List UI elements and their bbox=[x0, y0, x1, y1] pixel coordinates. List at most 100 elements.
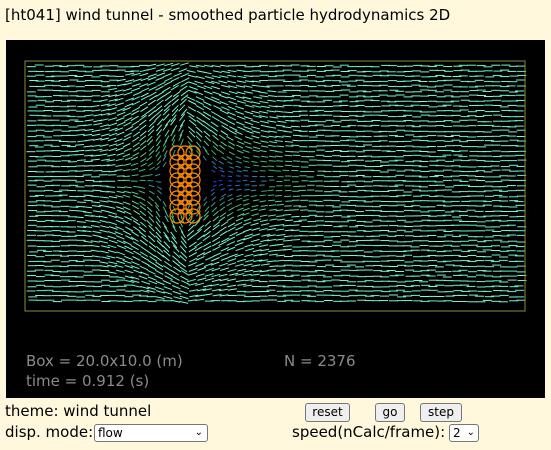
flow-line bbox=[131, 284, 141, 288]
flow-line bbox=[82, 234, 92, 237]
flow-line bbox=[139, 119, 147, 126]
flow-line bbox=[219, 294, 229, 297]
flow-line bbox=[148, 225, 155, 232]
flow-line bbox=[258, 259, 268, 262]
flow-line bbox=[236, 188, 242, 191]
flow-line bbox=[148, 73, 157, 78]
flow-line bbox=[218, 226, 227, 232]
flow-line bbox=[147, 99, 156, 106]
flow-line bbox=[219, 278, 229, 282]
flow-line bbox=[163, 231, 169, 239]
display-mode-select[interactable]: flow ⌄ bbox=[94, 424, 208, 442]
flow-line bbox=[189, 257, 198, 263]
flow-line bbox=[156, 139, 162, 147]
flow-line bbox=[116, 111, 126, 116]
flow-line bbox=[290, 125, 300, 128]
flow-line bbox=[242, 207, 250, 212]
flow-line bbox=[115, 215, 124, 220]
flow-line bbox=[178, 124, 184, 132]
flow-line bbox=[259, 110, 269, 114]
flow-field bbox=[24, 60, 527, 312]
flow-line bbox=[196, 141, 202, 148]
flow-line bbox=[291, 151, 300, 153]
flow-line bbox=[276, 234, 286, 237]
flow-line bbox=[236, 170, 242, 173]
flow-line bbox=[212, 91, 222, 96]
flow-line bbox=[124, 102, 134, 108]
flow-line bbox=[227, 194, 233, 198]
flow-line bbox=[90, 195, 100, 198]
flow-line bbox=[252, 146, 261, 150]
flow-line bbox=[202, 105, 212, 111]
obstacle-particle bbox=[169, 208, 185, 224]
flow-line bbox=[227, 226, 236, 232]
flow-line bbox=[194, 219, 201, 227]
flow-line bbox=[83, 199, 93, 202]
flow-line bbox=[237, 213, 245, 217]
flow-line bbox=[93, 122, 103, 126]
flow-line bbox=[292, 139, 301, 142]
flow-line bbox=[91, 129, 101, 133]
speed-value: 2 bbox=[453, 426, 461, 440]
flow-line bbox=[100, 137, 110, 141]
flow-line bbox=[211, 241, 221, 247]
flow-line bbox=[140, 162, 147, 167]
reset-button[interactable]: reset bbox=[305, 403, 350, 422]
flow-line bbox=[291, 144, 300, 147]
flow-line bbox=[187, 126, 196, 133]
flow-line bbox=[84, 128, 94, 132]
simulation-canvas[interactable]: Box = 20.0x10.0 (m) time = 0.912 (s) N =… bbox=[6, 40, 545, 398]
flow-line bbox=[114, 231, 124, 236]
flow-line bbox=[163, 286, 173, 291]
flow-line bbox=[298, 219, 308, 221]
flow-line bbox=[235, 226, 244, 231]
flow-line bbox=[211, 85, 221, 90]
flow-line bbox=[107, 271, 117, 274]
flow-line bbox=[170, 279, 179, 285]
flow-line bbox=[147, 63, 157, 67]
flow-line bbox=[235, 279, 245, 283]
flow-line bbox=[261, 155, 269, 158]
flow-line bbox=[107, 235, 117, 240]
flow-line bbox=[211, 65, 221, 68]
flow-line bbox=[227, 222, 236, 228]
flow-line bbox=[146, 174, 153, 177]
flow-line bbox=[162, 280, 172, 285]
flow-line bbox=[163, 80, 173, 86]
flow-line bbox=[156, 251, 165, 258]
flow-line bbox=[218, 216, 226, 222]
flow-line bbox=[83, 145, 93, 148]
box-size-readout: Box = 20.0x10.0 (m) bbox=[26, 352, 183, 370]
flow-line bbox=[188, 81, 198, 86]
flow-line bbox=[285, 200, 293, 202]
obstacle-particle bbox=[177, 172, 193, 188]
flow-line bbox=[76, 221, 86, 223]
flow-line bbox=[131, 120, 140, 126]
flow-line bbox=[157, 81, 166, 87]
flow-line bbox=[139, 130, 147, 137]
step-button[interactable]: step bbox=[420, 403, 462, 422]
flow-line bbox=[156, 99, 164, 106]
flow-line bbox=[148, 150, 155, 156]
flow-line bbox=[155, 151, 161, 158]
flow-line bbox=[140, 157, 147, 163]
flow-line bbox=[242, 236, 252, 241]
flow-line bbox=[122, 194, 131, 198]
flow-line bbox=[162, 221, 168, 229]
flow-line bbox=[115, 219, 125, 224]
flow-line bbox=[258, 208, 266, 211]
flow-line bbox=[116, 83, 126, 87]
flow-line bbox=[253, 259, 263, 263]
flow-line bbox=[156, 181, 162, 183]
flow-line bbox=[237, 258, 247, 263]
flow-line bbox=[204, 273, 214, 277]
flow-line bbox=[211, 196, 217, 201]
speed-select[interactable]: 2 ⌄ bbox=[449, 424, 479, 442]
flow-line bbox=[252, 270, 262, 273]
flow-line bbox=[140, 286, 150, 290]
flow-line bbox=[219, 109, 229, 115]
go-button[interactable]: go bbox=[375, 403, 405, 422]
flow-line bbox=[99, 196, 109, 199]
flow-line bbox=[187, 74, 197, 78]
flow-line bbox=[236, 160, 243, 164]
